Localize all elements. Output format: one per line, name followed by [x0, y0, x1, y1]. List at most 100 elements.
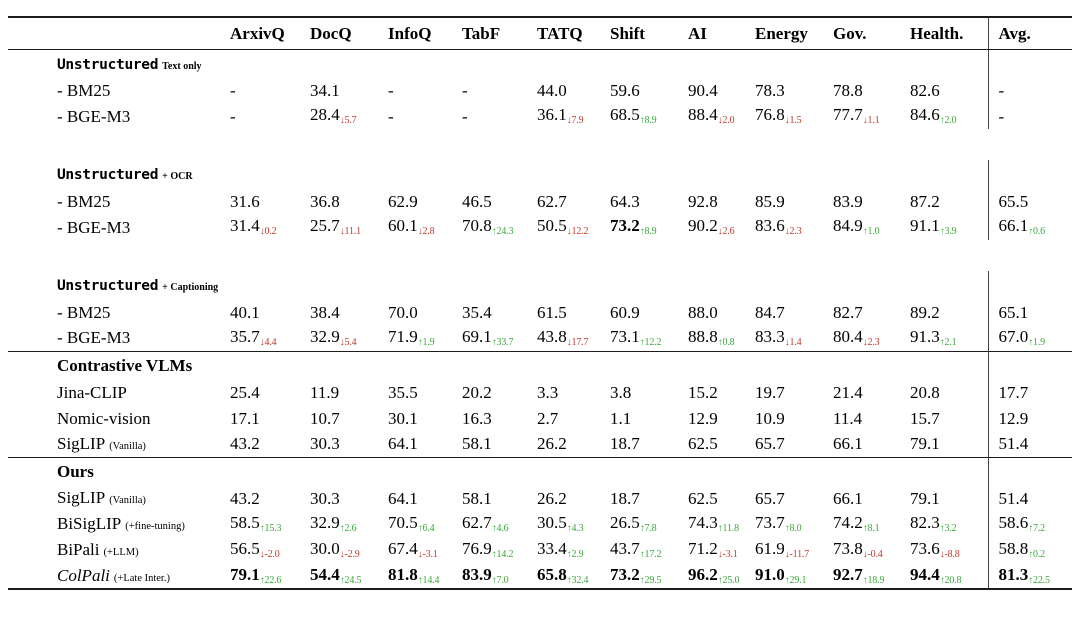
- metric-value: 79.1: [910, 434, 940, 454]
- section-header-row-contrastive-vlms: Contrastive VLMs: [8, 350, 1072, 379]
- metric-cell: 79.1: [910, 485, 988, 511]
- delta-down-arrow: ↓11.1: [339, 226, 361, 237]
- metric-cell: 62.5: [688, 485, 755, 511]
- metric-value: 78.3: [755, 80, 785, 100]
- metric-value: 84.9: [833, 216, 863, 235]
- metric-value: 26.5: [610, 513, 640, 532]
- empty-cell: [610, 271, 688, 299]
- metric-value: 62.9: [388, 191, 418, 211]
- metric-cell: 66.1: [833, 431, 910, 457]
- delta-down-arrow: ↓2.0: [717, 115, 735, 126]
- metric-value: -: [998, 106, 1005, 126]
- empty-cell: [230, 160, 310, 188]
- metric-cell: 16.3: [462, 405, 537, 431]
- delta-down-arrow: ↓5.4: [339, 336, 357, 348]
- metric-value: 25.7: [310, 216, 340, 235]
- metric-value: 73.1: [610, 326, 640, 346]
- delta-up-arrow: ↑8.9: [639, 115, 657, 126]
- metric-cell: 94.4↑20.8: [910, 563, 988, 589]
- metric-cell: 62.5: [688, 431, 755, 457]
- metric-cell: 26.5↑7.8: [610, 511, 688, 537]
- label-text: Unstructured: [57, 56, 159, 73]
- metric-value: 58.8: [998, 539, 1029, 558]
- empty-cell: [388, 49, 462, 77]
- table-row: BiSigLIP (+fine-tuning) 58.5↑15.3 32.9↑2.6 7…: [8, 511, 1072, 537]
- metric-value: 83.6: [755, 216, 785, 235]
- metric-cell: 60.9: [610, 299, 688, 325]
- delta-up-arrow: ↑2.1: [939, 336, 957, 348]
- metric-value: 12.9: [998, 408, 1029, 428]
- label-text: BiPali: [57, 540, 100, 560]
- delta-up-arrow: ↑1.9: [1028, 336, 1045, 348]
- empty-cell: [688, 160, 755, 188]
- delta-up-arrow: ↑7.8: [639, 523, 657, 534]
- metric-value: 79.1: [230, 564, 260, 584]
- delta-down-arrow: ↓5.7: [339, 115, 357, 126]
- column-header-health: Health.: [910, 17, 988, 50]
- metric-value: 26.2: [537, 434, 567, 454]
- header-row: ArxivQ DocQ InfoQ TabF TATQ Shift AI Energy Gov.…: [8, 17, 1072, 50]
- column-header-energy: Energy: [755, 17, 833, 50]
- metric-cell: 35.7↓4.4: [230, 325, 310, 351]
- metric-value: 11.4: [833, 408, 863, 428]
- metric-value: 96.2: [688, 564, 718, 584]
- metric-value: 62.5: [688, 434, 718, 454]
- metric-cell: 96.2↑25.0: [688, 563, 755, 589]
- delta-up-arrow: ↑2.0: [939, 115, 957, 126]
- metric-cell: 65.5: [987, 188, 1072, 214]
- metric-cell: -: [230, 103, 310, 129]
- section-label: Unstructured + OCR: [8, 160, 230, 188]
- metric-cell: 81.8↑14.4: [388, 563, 462, 589]
- metric-cell: 73.7↑8.0: [755, 511, 833, 537]
- metric-value: 34.1: [310, 80, 340, 100]
- metric-cell: 73.2↑29.5: [610, 563, 688, 589]
- metric-cell: -: [987, 77, 1072, 103]
- metric-cell: 62.9: [388, 188, 462, 214]
- metric-cell: 51.4: [987, 431, 1072, 457]
- metric-value: 81.8: [388, 564, 418, 584]
- metric-cell: 35.4: [462, 299, 537, 325]
- metric-cell: 80.4↓2.3: [833, 325, 910, 351]
- metric-value: 60.1: [388, 216, 418, 235]
- metric-cell: 71.2↓-3.1: [688, 537, 755, 563]
- metric-cell: 30.5↑4.3: [537, 511, 610, 537]
- delta-up-arrow: ↑0.2: [1028, 549, 1045, 560]
- metric-cell: 81.3↑22.5: [987, 563, 1072, 589]
- metric-value: 76.9: [462, 539, 492, 558]
- delta-up-arrow: ↑6.4: [417, 523, 435, 534]
- empty-cell: [537, 456, 610, 485]
- metric-value: 91.1: [910, 216, 940, 235]
- metric-cell: 61.5: [537, 299, 610, 325]
- metric-cell: 61.9↓-11.7: [755, 537, 833, 563]
- metric-cell: 31.6: [230, 188, 310, 214]
- label-text: Unstructured: [57, 167, 159, 184]
- metric-cell: 44.0: [537, 77, 610, 103]
- empty-cell: [755, 456, 833, 485]
- empty-cell: [987, 456, 1072, 485]
- metric-value: 32.9: [310, 326, 340, 346]
- empty-cell: [987, 49, 1072, 77]
- metric-cell: 38.4: [310, 299, 388, 325]
- metric-value: 50.5: [537, 216, 567, 235]
- metric-cell: 67.4↓-3.1: [388, 537, 462, 563]
- metric-cell: 73.2↑8.9: [610, 214, 688, 240]
- metric-value: 1.1: [610, 408, 632, 428]
- metric-value: 58.6: [998, 513, 1029, 532]
- empty-cell: [755, 350, 833, 379]
- empty-cell: [910, 456, 988, 485]
- delta-up-arrow: ↑12.2: [639, 336, 662, 348]
- column-header-docq: DocQ: [310, 17, 388, 50]
- metric-value: 30.0: [310, 539, 340, 558]
- metric-cell: 43.2: [230, 485, 310, 511]
- metric-cell: 91.1↑3.9: [910, 214, 988, 240]
- metric-value: -: [230, 106, 236, 126]
- metric-cell: 3.3: [537, 379, 610, 405]
- label-note: (Vanilla): [109, 495, 146, 507]
- metric-cell: 74.2↑8.1: [833, 511, 910, 537]
- delta-down-arrow: ↓2.3: [784, 226, 802, 237]
- label-note: (+LLM): [103, 547, 139, 559]
- metric-value: 62.7: [462, 513, 492, 532]
- metric-cell: 79.1: [910, 431, 988, 457]
- metric-value: 58.5: [230, 513, 260, 532]
- delta-up-arrow: ↑25.0: [717, 574, 740, 586]
